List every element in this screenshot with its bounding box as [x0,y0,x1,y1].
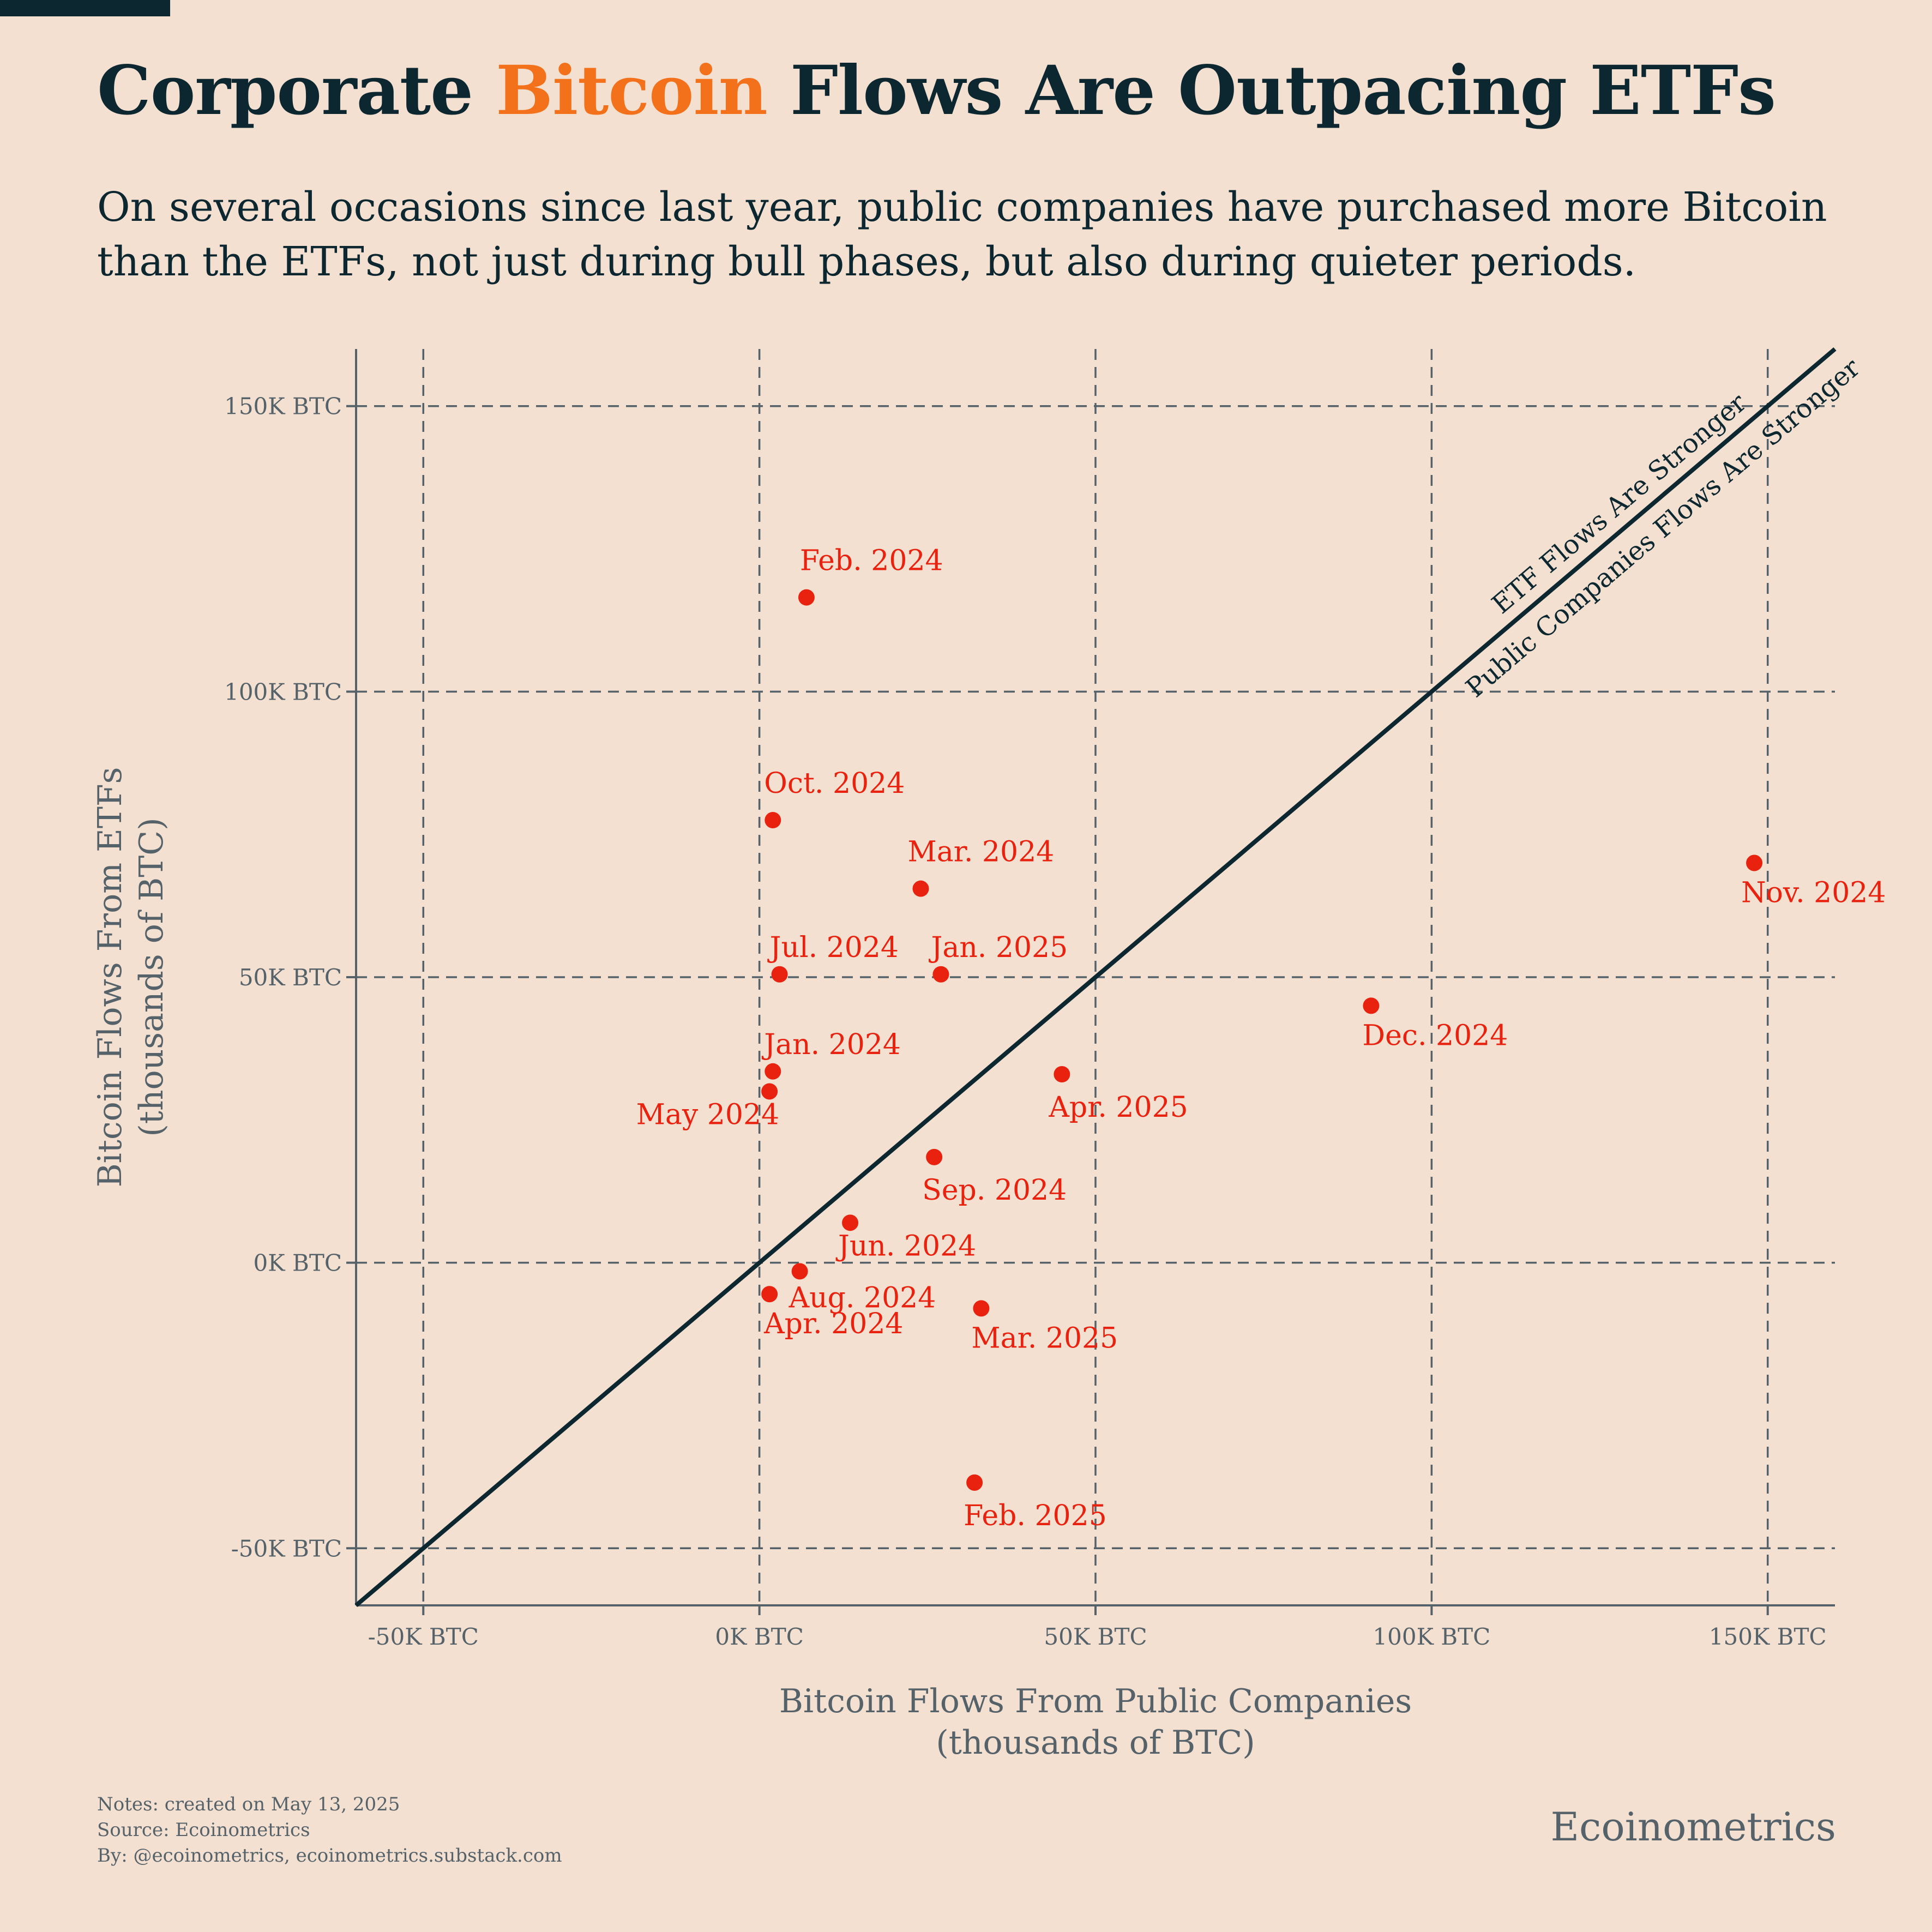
chart-title: Corporate Bitcoin Flows Are Outpacing ET… [97,45,1776,137]
x-tick-label: 150K BTC [1709,1623,1827,1650]
byline: By: @ecoinometrics, ecoinometrics.substa… [97,1845,562,1867]
point-label: Feb. 2025 [964,1500,1107,1532]
axis-titles: Bitcoin Flows From Public Companies (thou… [91,767,1412,1762]
data-point [765,1063,781,1080]
annotation-companies-stronger: Public Companies Flows Are Stronger [1460,352,1866,703]
data-point [761,1286,778,1303]
chart-subtitle: On several occasions since last year, pu… [97,184,1827,285]
data-point [932,966,949,983]
point-label: Jun. 2024 [835,1230,976,1262]
y-tick-label: -50K BTC [231,1535,342,1562]
point-label: Aug. 2024 [789,1281,936,1314]
y-tick-label: 0K BTC [254,1250,342,1277]
point-label: Jul. 2024 [767,931,899,964]
point-label: Mar. 2025 [971,1322,1118,1355]
data-point [973,1300,990,1317]
data-point [1054,1066,1070,1083]
point-label: Jan. 2025 [928,931,1068,964]
corner-accent-bar [0,0,170,16]
data-points [761,589,1763,1491]
point-label: Apr. 2024 [763,1308,903,1340]
data-point [761,1083,778,1100]
title-highlight: Bitcoin [496,51,768,130]
reference-line [354,347,1837,1608]
source-line: Source: Ecoinometrics [97,1819,310,1841]
data-point [912,880,929,897]
data-point [765,812,781,828]
y-axis-title: Bitcoin Flows From ETFs [91,767,129,1188]
y-tick-label: 50K BTC [239,964,342,991]
data-point [1746,854,1763,871]
x-tick-label: 50K BTC [1044,1623,1147,1650]
brand-logo-text: Ecoinometrics [1550,1804,1836,1850]
point-label: Sep. 2024 [922,1174,1067,1207]
title-part-2: Flows Are Outpacing ETFs [767,51,1776,130]
data-point [771,966,788,983]
data-point [791,1263,808,1280]
data-point [966,1474,983,1491]
x-axis-subtitle: (thousands of BTC) [936,1724,1255,1762]
point-label: Jan. 2024 [761,1028,901,1061]
point-label: Mar. 2024 [907,836,1054,869]
point-label: Oct. 2024 [764,767,905,800]
point-label: Nov. 2024 [1741,877,1886,910]
axes: -50K BTC 0K BTC 50K BTC 100K BTC 150K BTC -50… [224,349,1835,1650]
data-point [926,1148,943,1165]
x-tick-label: -50K BTC [368,1623,479,1650]
y-axis-subtitle: (thousands of BTC) [133,817,171,1136]
data-point [842,1214,859,1231]
point-label: May 2024 [636,1098,780,1131]
data-point [798,589,815,606]
point-label: Feb. 2024 [800,545,943,577]
footer-notes: Notes: created on May 13, 2025 Source: E… [97,1792,562,1869]
title-part-1: Corporate [97,51,496,130]
data-point [1363,997,1380,1014]
point-labels: Feb. 2024 Oct. 2024 Mar. 2024 Jul. 2024 Jan.… [636,545,1886,1532]
y-tick-label: 150K BTC [224,393,342,420]
x-tick-label: 0K BTC [715,1623,803,1650]
point-label: Apr. 2025 [1048,1091,1188,1124]
point-label: Dec. 2024 [1362,1019,1508,1052]
y-tick-label: 100K BTC [224,678,342,705]
x-axis-title: Bitcoin Flows From Public Companies [779,1682,1412,1720]
x-tick-label: 100K BTC [1373,1623,1490,1650]
notes-line: Notes: created on May 13, 2025 [97,1793,400,1815]
